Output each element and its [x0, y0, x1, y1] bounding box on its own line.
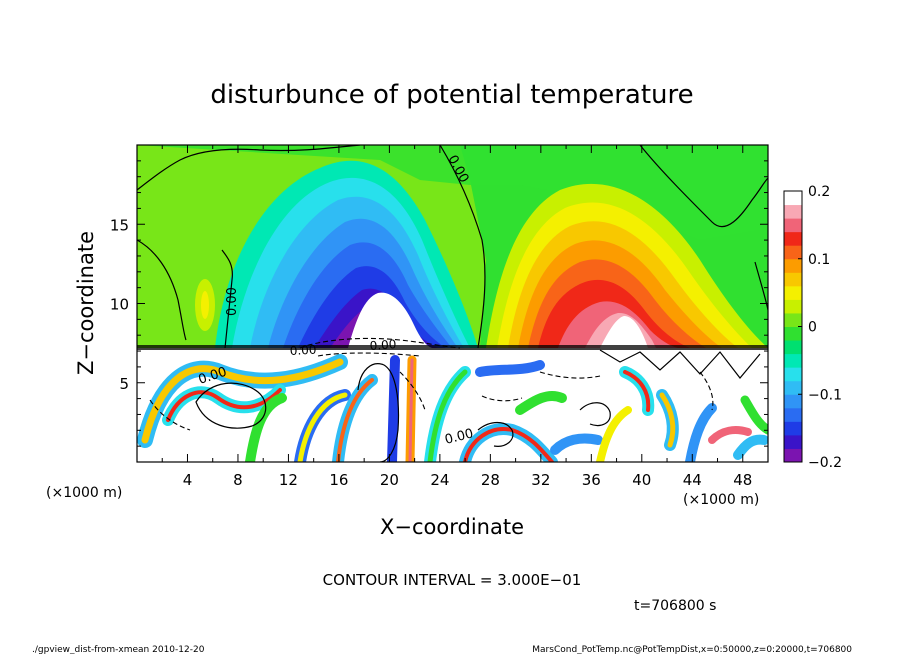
- x-axis-label: X−coordinate: [380, 515, 524, 539]
- colorbar-ticks: 0.2 0.1 0 −0.1 −0.2: [798, 184, 842, 471]
- x-tick-label: 12: [279, 471, 298, 489]
- colorbar-swatch: [784, 448, 802, 463]
- colorbar: [784, 191, 802, 463]
- footer-right: MarsCond_PotTemp.nc@PotTempDist,x=0:5000…: [532, 645, 852, 654]
- colorbar-swatch: [784, 326, 802, 341]
- colorbar-swatch: [784, 421, 802, 436]
- colorbar-swatch: [784, 312, 802, 327]
- colorbar-tick-label: −0.2: [808, 455, 842, 471]
- footer-left: ./gpview_dist-from-xmean 2010-12-20: [32, 645, 205, 654]
- x-tick-label: 40: [632, 471, 651, 489]
- x-tick-label: 36: [582, 471, 601, 489]
- colorbar-swatch: [784, 191, 802, 206]
- colorbar-swatch: [784, 353, 802, 368]
- y-axis: 5 10 15: [110, 160, 768, 447]
- x-tick-label: 48: [733, 471, 752, 489]
- colorbar-tick-label: −0.1: [808, 387, 842, 403]
- y-tick-label: 10: [110, 296, 129, 314]
- time-label: t=706800 s: [634, 598, 716, 614]
- colorbar-tick-label: 0.1: [808, 252, 830, 268]
- x-unit-right: (×1000 m): [683, 492, 759, 508]
- colorbar-swatch: [784, 258, 802, 273]
- colorbar-swatch: [784, 204, 802, 219]
- contour-label: 0.00: [225, 287, 240, 316]
- x-tick-label: 20: [380, 471, 399, 489]
- x-tick-label: 24: [430, 471, 449, 489]
- colorbar-swatch: [784, 407, 802, 422]
- y-tick-label: 5: [119, 375, 129, 393]
- heatmap-field: [137, 145, 768, 462]
- x-tick-label: 28: [481, 471, 500, 489]
- colorbar-tick-label: 0.2: [808, 184, 830, 200]
- x-axis: 4 8 12 16 20 24 28 32 36 40 44 48: [161, 145, 752, 489]
- x-tick-label: 44: [683, 471, 702, 489]
- x-tick-label: 16: [329, 471, 348, 489]
- colorbar-swatch: [784, 231, 802, 246]
- x-unit-left: (×1000 m): [46, 485, 122, 501]
- x-tick-label: 8: [233, 471, 243, 489]
- y-axis-label: Z−coordinate: [74, 231, 98, 375]
- x-tick-label: 32: [531, 471, 550, 489]
- colorbar-swatch: [784, 434, 802, 449]
- x-tick-label: 4: [183, 471, 193, 489]
- colorbar-tick-label: 0: [808, 320, 817, 336]
- y-tick-label: 15: [110, 216, 129, 234]
- colorbar-swatch: [784, 394, 802, 409]
- contour-label: 0.00: [289, 343, 316, 358]
- contour-label: 0.00: [443, 426, 475, 448]
- contour-interval-note: CONTOUR INTERVAL = 3.000E−01: [323, 571, 582, 589]
- chart-title: disturbunce of potential temperature: [210, 80, 693, 110]
- colorbar-swatch: [784, 367, 802, 382]
- colorbar-swatch: [784, 340, 802, 355]
- colorbar-swatch: [784, 285, 802, 300]
- colorbar-swatch: [784, 218, 802, 233]
- contour-label: 0.00: [369, 337, 397, 353]
- colorbar-swatch: [784, 272, 802, 287]
- colorbar-swatch: [784, 245, 802, 260]
- colorbar-swatch: [784, 380, 802, 395]
- colorbar-swatch: [784, 299, 802, 314]
